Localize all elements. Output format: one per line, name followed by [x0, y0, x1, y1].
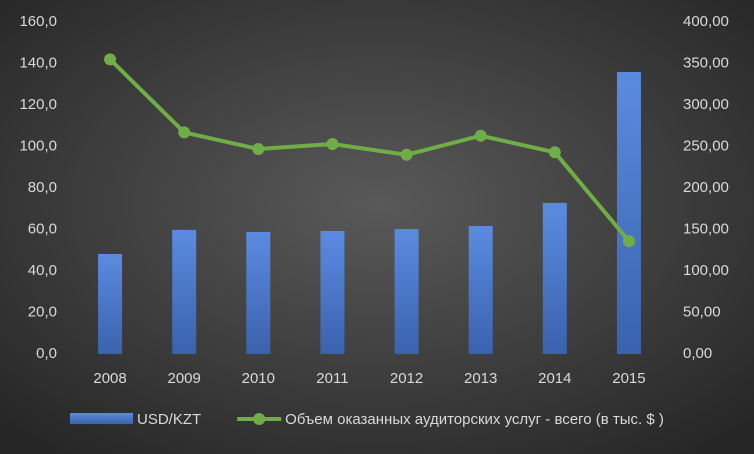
y2-tick-label: 0,00 [683, 345, 712, 362]
y2-tick-label: 400,00 [683, 13, 729, 30]
y-tick-label: 20,0 [28, 303, 57, 320]
y2-tick-label: 250,00 [683, 137, 729, 154]
legend-swatch [253, 413, 266, 425]
bar [616, 72, 641, 354]
y-tick-label: 40,0 [28, 262, 57, 279]
line-marker [622, 235, 635, 248]
x-tick-label: 2008 [93, 370, 126, 387]
x-tick-label: 2014 [538, 370, 571, 387]
x-tick-label: 2010 [242, 370, 275, 387]
y2-tick-label: 200,00 [683, 179, 729, 196]
bar [468, 225, 493, 354]
x-tick-label: 2012 [390, 370, 423, 387]
legend-label: USD/KZT [137, 411, 201, 428]
line-marker [252, 142, 265, 155]
bar [394, 229, 419, 354]
x-tick-label: 2015 [612, 370, 645, 387]
x-tick-label: 2011 [316, 370, 348, 387]
y2-tick-label: 150,00 [683, 220, 729, 237]
y-tick-label: 160,0 [19, 13, 57, 30]
bar [98, 253, 123, 354]
bar [246, 231, 271, 354]
line-marker [548, 146, 561, 159]
line-marker [400, 148, 413, 161]
line-marker [474, 129, 487, 142]
x-tick-label: 2009 [168, 370, 201, 387]
line-marker [326, 138, 339, 151]
x-tick-label: 2013 [464, 370, 497, 387]
line-marker [104, 53, 117, 66]
y-tick-label: 140,0 [19, 54, 57, 71]
y2-tick-label: 100,00 [683, 262, 729, 279]
bar [542, 202, 567, 354]
line-marker [178, 126, 191, 139]
bar [320, 230, 345, 354]
y-tick-label: 100,0 [19, 137, 57, 154]
y-tick-label: 80,0 [28, 179, 57, 196]
y2-tick-label: 300,00 [683, 96, 729, 113]
legend-swatch [70, 413, 133, 424]
bar [172, 229, 197, 354]
y-tick-label: 120,0 [19, 96, 57, 113]
y-tick-label: 60,0 [28, 220, 57, 237]
legend-label: Объем оказанных аудиторских услуг - всег… [285, 411, 664, 428]
line [108, 57, 631, 243]
y2-tick-label: 350,00 [683, 54, 729, 71]
y-tick-label: 0,0 [36, 345, 57, 362]
y2-tick-label: 50,00 [683, 303, 721, 320]
